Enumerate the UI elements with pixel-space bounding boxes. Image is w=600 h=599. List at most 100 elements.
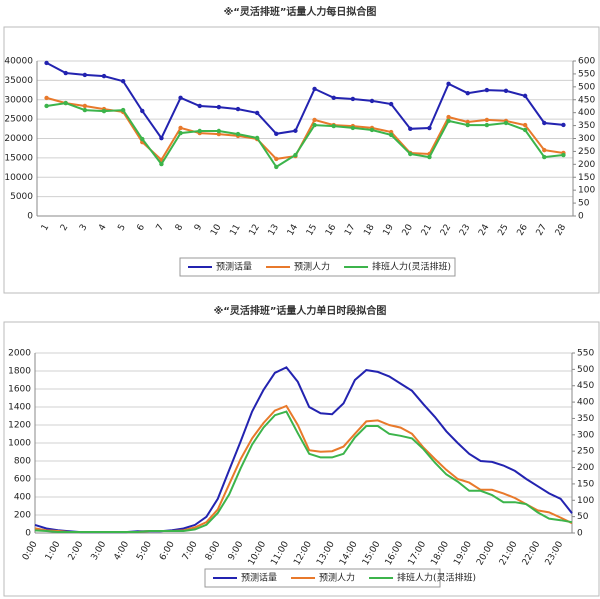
y2-tick-label: 500 <box>578 82 595 92</box>
point <box>293 128 298 133</box>
y-tick-label: 30000 <box>4 95 33 105</box>
point <box>522 127 528 133</box>
series-line <box>46 62 564 141</box>
x-tick-label: 8 <box>174 223 186 233</box>
x-tick-label: 11 <box>228 223 242 238</box>
point <box>82 72 88 78</box>
y-tick-label: 400 <box>14 493 31 503</box>
y2-tick-label: 450 <box>577 381 594 391</box>
y2-tick-label: 250 <box>578 147 595 157</box>
point <box>178 125 183 131</box>
point <box>254 135 260 141</box>
point <box>254 110 260 116</box>
point <box>63 100 68 106</box>
x-tick-label: 7 <box>155 223 167 233</box>
point <box>140 108 145 114</box>
point <box>197 128 202 134</box>
y-tick-label: 25000 <box>4 115 33 125</box>
legend-label: 预测人力 <box>319 572 355 584</box>
y2-tick-label: 200 <box>577 463 594 473</box>
x-tick-label: 5 <box>116 223 128 233</box>
point <box>178 130 183 136</box>
series-line <box>46 102 564 169</box>
point <box>159 135 164 141</box>
x-tick-label: 23 <box>458 223 472 238</box>
point <box>522 122 528 128</box>
chart-title: ※“灵活排班”话量人力单日时段拟合图 <box>214 304 387 317</box>
y2-tick-label: 100 <box>578 186 595 196</box>
point <box>503 88 509 94</box>
y-tick-label: 2000 <box>8 349 31 359</box>
point <box>427 154 432 160</box>
point <box>331 123 336 129</box>
point <box>101 73 107 79</box>
y2-tick-label: 400 <box>577 398 594 408</box>
x-tick-label: 13 <box>267 223 281 238</box>
point <box>484 87 490 93</box>
point <box>44 60 49 66</box>
point <box>44 95 49 101</box>
y-tick-label: 20000 <box>4 134 33 144</box>
point <box>63 70 68 76</box>
x-tick-label: 27 <box>535 223 549 238</box>
x-tick-label: 17 <box>343 223 357 238</box>
y2-tick-label: 100 <box>577 496 594 506</box>
point <box>312 117 317 123</box>
point <box>216 128 222 134</box>
point <box>159 161 164 167</box>
point <box>427 125 432 131</box>
y-tick-label: 10000 <box>4 173 33 183</box>
point <box>542 120 547 126</box>
x-tick-label: 22 <box>439 223 453 238</box>
x-tick-label: 15 <box>305 223 319 238</box>
legend-label: 排班人力(灵活排班) <box>372 261 451 273</box>
point <box>369 98 375 104</box>
point <box>408 126 413 132</box>
point <box>408 151 413 157</box>
y-tick-label: 5000 <box>10 192 33 202</box>
x-tick-label: 21 <box>420 223 434 238</box>
y-tick-label: 800 <box>14 457 31 467</box>
x-tick-label: 25 <box>496 223 510 238</box>
point <box>178 95 183 101</box>
y2-tick-label: 300 <box>577 430 594 440</box>
y-tick-label: 15000 <box>4 153 33 163</box>
y-tick-label: 0 <box>27 212 33 222</box>
y-tick-label: 1800 <box>8 367 31 377</box>
y2-tick-label: 200 <box>578 160 595 170</box>
point <box>235 131 241 137</box>
legend-box <box>179 257 456 277</box>
point <box>82 103 88 109</box>
point <box>503 120 509 126</box>
x-tick-label: 6 <box>136 223 148 233</box>
y2-tick-label: 600 <box>578 57 595 67</box>
point <box>331 95 336 101</box>
point <box>140 136 145 142</box>
point <box>522 93 528 99</box>
point <box>274 164 279 170</box>
x-tick-label: 9 <box>193 223 205 233</box>
y2-tick-label: 450 <box>578 95 595 105</box>
point <box>369 127 375 133</box>
point <box>312 122 317 128</box>
y2-tick-label: 550 <box>578 69 595 79</box>
point <box>542 147 547 153</box>
legend-label: 排班人力(灵活排班) <box>397 572 476 584</box>
point <box>216 104 222 110</box>
y2-tick-label: 550 <box>577 349 594 359</box>
point <box>446 118 451 124</box>
x-tick-label: 2 <box>59 223 71 233</box>
point <box>388 101 394 107</box>
point <box>216 131 222 137</box>
y-tick-label: 1600 <box>8 385 31 395</box>
point <box>484 122 490 128</box>
chart-frame <box>3 26 600 294</box>
point <box>465 119 470 125</box>
point <box>101 108 107 114</box>
y2-tick-label: 0 <box>577 529 583 539</box>
point <box>561 122 566 128</box>
series-line <box>34 410 573 533</box>
legend-label: 预测人力 <box>294 261 330 273</box>
point <box>120 78 126 84</box>
point <box>350 125 356 131</box>
